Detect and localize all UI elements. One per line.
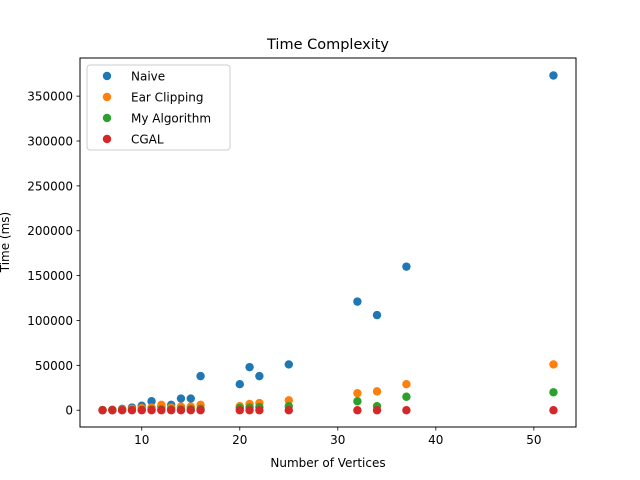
data-point [245, 406, 254, 415]
y-tick-label: 200000 [27, 224, 73, 238]
legend-label: Ear Clipping [131, 91, 204, 105]
data-point [402, 392, 411, 401]
data-point [549, 71, 558, 80]
legend-label: My Algorithm [131, 112, 211, 126]
data-point [372, 310, 382, 320]
chart-title: Time Complexity [266, 37, 389, 53]
data-point [196, 406, 205, 415]
data-point [549, 406, 558, 415]
x-tick-label: 50 [526, 433, 541, 447]
data-point [255, 406, 264, 415]
x-tick-label: 40 [428, 433, 443, 447]
data-point [402, 262, 411, 271]
legend-marker [102, 134, 112, 144]
data-point [284, 396, 293, 405]
data-point [98, 406, 107, 415]
data-point [196, 371, 205, 381]
y-tick-label: 100000 [27, 314, 73, 328]
data-point [176, 406, 186, 415]
data-point [147, 397, 156, 406]
data-point [353, 397, 362, 406]
axes-frame [79, 57, 577, 428]
data-point [117, 406, 127, 415]
data-point [235, 406, 244, 415]
data-point [402, 379, 411, 389]
data-point [186, 394, 195, 403]
x-axis-label: Number of Vertices [270, 456, 385, 470]
data-point [108, 406, 117, 415]
legend-label: CGAL [131, 133, 164, 147]
data-point [235, 379, 244, 389]
legend-box [86, 64, 231, 151]
data-point [127, 406, 137, 415]
data-point [372, 387, 382, 396]
legend-marker [102, 113, 112, 123]
y-axis: 0 50000 100000 150000 200000 250000 300000 3500… [27, 90, 80, 418]
data-point [353, 388, 362, 398]
x-axis: 10 20 30 40 50 [134, 427, 541, 447]
data-point [245, 362, 254, 372]
data-point [372, 406, 382, 415]
y-tick-label: 0 [65, 404, 73, 418]
data-point [137, 406, 146, 415]
y-axis-label: Time (ms) [0, 212, 12, 274]
data-point [284, 360, 293, 369]
plot-area [98, 71, 558, 415]
y-tick-label: 300000 [27, 135, 73, 149]
data-point [402, 406, 411, 415]
series-cgal [98, 406, 558, 415]
data-point [157, 406, 166, 415]
y-tick-label: 350000 [27, 90, 73, 104]
legend: Naive Ear Clipping My Algorithm CGAL [86, 64, 231, 151]
data-point [176, 394, 186, 403]
legend-marker [102, 92, 112, 102]
data-point [284, 406, 293, 415]
y-tick-label: 250000 [27, 179, 73, 193]
legend-label: Naive [131, 70, 165, 84]
data-point [255, 371, 264, 381]
data-point [186, 406, 195, 415]
x-tick-label: 30 [330, 433, 345, 447]
data-point [353, 406, 362, 415]
data-point [353, 297, 362, 306]
x-tick-label: 20 [232, 433, 247, 447]
x-tick-label: 10 [134, 433, 149, 447]
y-tick-label: 150000 [27, 269, 73, 283]
legend-marker [102, 71, 112, 81]
data-point [147, 406, 156, 415]
y-tick-label: 50000 [35, 359, 73, 373]
data-point [549, 360, 558, 369]
data-point [166, 406, 176, 415]
data-point [549, 388, 558, 397]
